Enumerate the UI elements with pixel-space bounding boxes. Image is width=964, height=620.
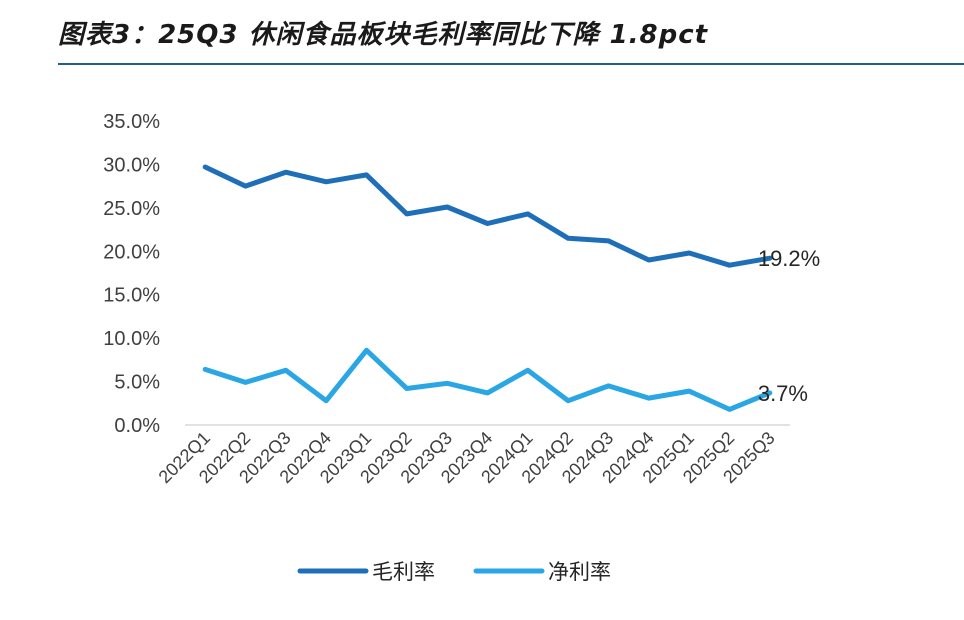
series-layer [202, 164, 773, 412]
figure-title: 图表3：25Q3 休闲食品板块毛利率同比下降 1.8pct [58, 20, 709, 50]
y-tick-label: 10.0% [103, 328, 160, 350]
y-tick-label: 15.0% [103, 285, 160, 307]
series-line-gross-margin [202, 164, 773, 268]
y-tick-label: 0.0% [114, 415, 160, 437]
data-label-gross-margin: 19.2% [758, 246, 820, 271]
title-divider [58, 63, 964, 65]
legend-label: 毛利率 [372, 560, 435, 584]
legend-label: 净利率 [548, 560, 611, 584]
series-line-net-margin [202, 347, 773, 412]
y-tick-label: 35.0% [103, 111, 160, 133]
legend: 毛利率 净利率 [297, 560, 611, 584]
x-axis: 2022Q12022Q22022Q32022Q42023Q12023Q22023… [155, 428, 779, 487]
y-tick-label: 25.0% [103, 198, 160, 220]
y-tick-label: 30.0% [103, 154, 160, 176]
y-tick-label: 5.0% [114, 372, 160, 394]
data-label-layer: 19.2% 3.7% [758, 246, 820, 406]
data-label-net-margin: 3.7% [758, 381, 808, 406]
y-axis: 0.0% 5.0% 10.0% 15.0% 20.0% 25.0% 30.0% 35.0% [103, 111, 160, 437]
y-tick-label: 20.0% [103, 241, 160, 263]
